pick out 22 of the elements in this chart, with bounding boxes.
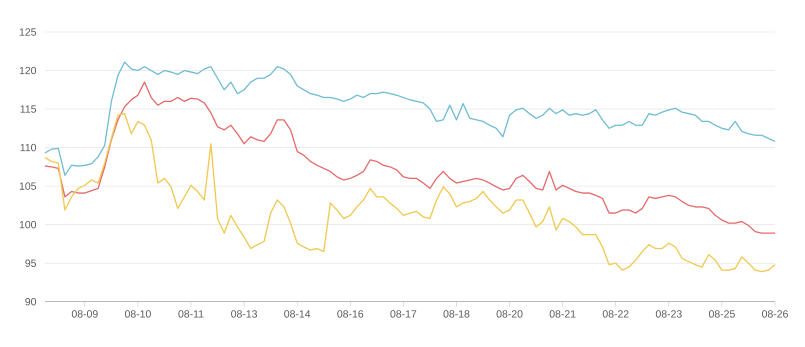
x-tick-label: 08-10	[124, 310, 151, 318]
x-tick-label: 08-13	[231, 310, 258, 318]
x-tick-label: 08-09	[72, 310, 98, 318]
x-tick-label: 08-11	[178, 310, 204, 318]
x-tick-label: 08-17	[390, 310, 416, 318]
x-tick-label: 08-22	[602, 310, 629, 318]
x-tick-label: 08-25	[708, 310, 735, 318]
y-tick-label: 115	[20, 105, 36, 113]
x-tick-label: 08-26	[762, 310, 788, 318]
x-tick-label: 08-21	[550, 310, 576, 318]
y-tick-label: 100	[20, 220, 36, 228]
x-tick-label: 08-23	[656, 310, 682, 318]
y-tick-label: 90	[25, 298, 36, 306]
y-tick-label: 105	[20, 182, 36, 190]
y-tick-label: 125	[20, 28, 36, 36]
y-tick-label: 110	[20, 144, 36, 152]
y-tick-label: 95	[25, 259, 36, 267]
x-tick-label: 08-16	[337, 310, 364, 318]
x-tick-label: 08-20	[496, 310, 523, 318]
y-tick-label: 120	[20, 66, 36, 74]
x-tick-label: 08-18	[443, 310, 470, 318]
x-tick-label: 08-14	[284, 310, 310, 318]
